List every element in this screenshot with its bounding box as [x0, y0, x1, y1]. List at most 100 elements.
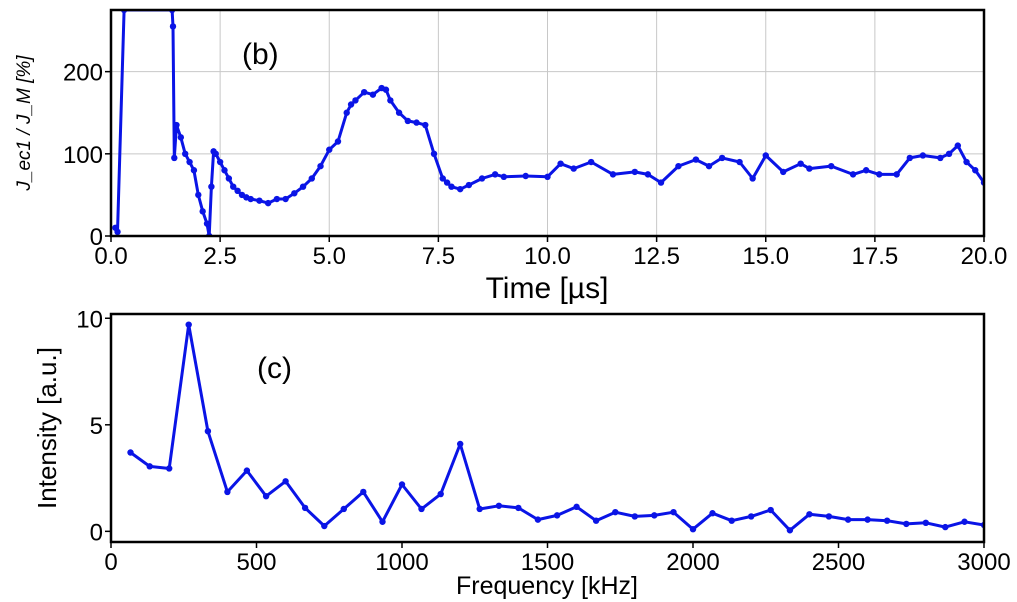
panel-b-time-series: 0.0 2.5 5.0 7.5 10.0 12.5 15.0 17.5 20.00100200 …: [14, 8, 1008, 305]
panel-c-x-axis-label: Frequency [kHz]: [456, 572, 638, 600]
b-data-point-12: [199, 208, 206, 215]
b-data-point-6: [173, 121, 180, 129]
b-data-point-4: [169, 23, 177, 30]
b-data-point-80: [893, 171, 900, 178]
b-data-point-48: [430, 150, 438, 158]
b-data-point-21: [230, 183, 237, 190]
b-data-point-50: [443, 179, 451, 186]
b-data-point-86: [963, 158, 970, 166]
c-x-tick-label-3: 1500: [521, 549, 574, 576]
c-data-point-14: [398, 481, 406, 488]
c-data-point-10: [321, 522, 328, 530]
b-data-point-63: [631, 168, 638, 176]
b-data-point-1: [114, 228, 121, 236]
c-data-point-32: [748, 513, 755, 520]
b-data-point-56: [500, 173, 508, 181]
b-x-tick-label-7: 17.5: [852, 243, 899, 270]
c-x-tick-label-2: 1000: [375, 549, 428, 576]
b-x-tick-label-8: 20.0: [961, 243, 1008, 270]
b-data-point-68: [705, 162, 713, 170]
c-data-point-31: [728, 517, 735, 524]
c-data-point-42: [942, 523, 949, 531]
b-data-point-54: [478, 175, 486, 182]
c-y-tick-label-0: 0: [90, 519, 103, 546]
c-x-tick-label-1: 500: [236, 549, 276, 576]
c-data-point-6: [243, 467, 251, 474]
c-data-point-21: [534, 516, 542, 523]
panel-c-y-axis-label: Intensity [a.u.]: [32, 347, 62, 509]
c-series-0: [127, 321, 984, 534]
b-data-point-27: [264, 199, 272, 207]
c-data-point-17: [457, 440, 464, 448]
b-data-point-39: [360, 88, 368, 96]
b-data-point-55: [491, 171, 499, 178]
b-data-point-62: [609, 171, 617, 178]
panel-b-frame: [109, 8, 986, 238]
b-data-point-10: [190, 167, 198, 174]
b-data-point-87: [972, 167, 979, 174]
b-data-point-76: [828, 162, 835, 170]
c-data-point-22: [553, 512, 561, 519]
c-data-point-30: [709, 510, 716, 517]
c-data-point-16: [437, 490, 444, 498]
b-data-point-67: [692, 156, 700, 163]
c-data-point-8: [282, 478, 289, 485]
c-data-point-35: [806, 511, 813, 518]
c-data-point-34: [786, 527, 794, 534]
b-data-point-69: [718, 154, 726, 162]
b-y-tick-label-2: 200: [63, 60, 103, 87]
c-data-point-43: [961, 518, 968, 525]
b-data-point-32: [308, 175, 315, 182]
panel-b-label: (b): [242, 38, 279, 71]
b-data-point-78: [862, 167, 870, 174]
b-data-point-15: [208, 183, 215, 190]
b-data-point-8: [182, 150, 189, 158]
c-data-point-9: [301, 504, 309, 512]
c-y-tick-label-2: 10: [76, 306, 103, 333]
b-data-point-64: [644, 171, 652, 178]
b-data-point-57: [522, 172, 529, 180]
panel-b-y-axis-label-text: J_ec1 / J_M [%]: [14, 55, 35, 192]
b-data-point-72: [762, 152, 769, 159]
b-data-point-29: [282, 195, 289, 203]
b-data-point-45: [404, 117, 412, 125]
b-data-point-36: [343, 109, 350, 116]
c-x-tick-label-6: 3000: [957, 549, 1010, 576]
panel-c-spectrum: 0 500 1000 1500 2000 2500 3000 0 5 10 (c) Frequen…: [32, 306, 1011, 600]
b-data-point-40: [369, 91, 377, 98]
c-data-point-24: [592, 517, 600, 524]
c-data-point-25: [612, 508, 619, 516]
c-data-point-11: [340, 505, 347, 513]
b-data-point-28: [273, 195, 281, 203]
b-data-point-82: [919, 152, 927, 159]
b-x-tick-label-1: 2.5: [203, 243, 236, 270]
b-x-tick-label-4: 10.0: [524, 243, 571, 270]
b-data-point-84: [945, 150, 953, 158]
b-data-point-79: [876, 171, 883, 178]
c-data-point-7: [262, 492, 270, 500]
b-data-point-85: [954, 142, 962, 149]
b-data-point-30: [291, 190, 298, 197]
b-data-point-74: [797, 160, 804, 167]
b-data-point-17: [212, 150, 219, 158]
c-data-point-13: [379, 518, 386, 525]
c-data-point-37: [844, 516, 852, 523]
c-data-point-5: [224, 488, 231, 496]
c-data-point-1: [146, 463, 153, 470]
c-data-point-33: [767, 506, 774, 514]
c-data-point-4: [204, 427, 212, 435]
c-data-point-3: [185, 321, 192, 328]
b-data-point-53: [465, 181, 473, 189]
b-data-point-5: [171, 154, 178, 162]
c-data-point-2: [166, 465, 173, 472]
b-x-tick-label-2: 5.0: [313, 243, 346, 270]
c-data-point-19: [495, 502, 503, 509]
c-data-point-0: [127, 449, 134, 456]
b-data-point-11: [195, 191, 202, 199]
panel-c-y-axis-label-group: Intensity [a.u.]: [32, 347, 62, 509]
b-data-point-9: [186, 158, 193, 166]
c-data-point-38: [864, 516, 871, 523]
b-y-tick-label-0: 0: [90, 224, 103, 251]
b-data-point-38: [352, 97, 359, 104]
b-data-point-26: [256, 197, 263, 204]
